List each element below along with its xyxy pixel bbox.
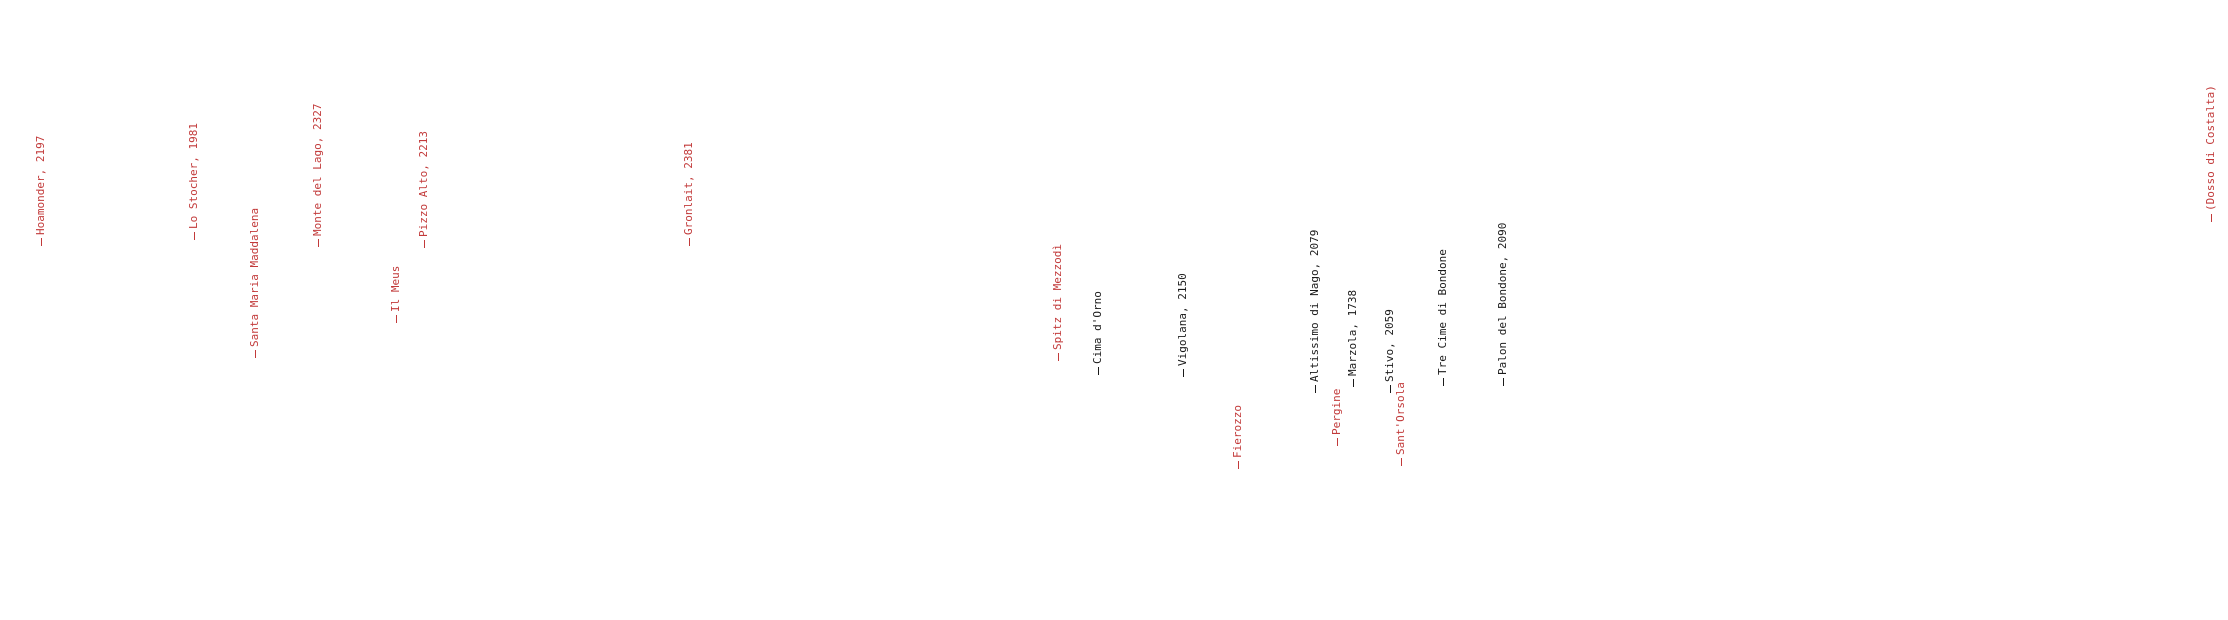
peak-label-gronlait: Gronlait, 2381 — [682, 142, 695, 246]
tick-mark — [1400, 458, 1402, 466]
peak-label-stivo: Stivo, 2059 — [1383, 309, 1396, 393]
peak-label-hoamonder: Hoamonder, 2197 — [34, 136, 47, 246]
peak-label-cima-d-orno: Cima d'Orno — [1091, 291, 1104, 375]
place-label-sant-orsola: Sant'Orsola — [1394, 382, 1407, 466]
peak-label-vigolana: Vigolana, 2150 — [1176, 273, 1189, 377]
tick-mark — [317, 239, 319, 247]
peak-label-spitz-di-mezzodi: Spitz di Mezzodì — [1051, 244, 1064, 361]
place-label-fierozzo: Fierozzo — [1231, 405, 1244, 469]
place-label-il-meus: Il Meus — [389, 266, 402, 323]
tick-mark — [423, 240, 425, 248]
tick-mark — [1502, 378, 1504, 386]
peak-label-palon-del-bondone: Palon del Bondone, 2090 — [1496, 223, 1509, 386]
tick-mark — [1097, 367, 1099, 375]
tick-mark — [2210, 214, 2212, 222]
tick-mark — [1352, 379, 1354, 387]
tick-mark — [395, 315, 397, 323]
peak-label-lo-stocher: Lo Stocher, 1981 — [187, 123, 200, 240]
tick-mark — [193, 232, 195, 240]
peak-label-altissimo-di-nago: Altissimo di Nago, 2079 — [1308, 230, 1321, 393]
tick-mark — [1336, 438, 1338, 446]
tick-mark — [1182, 369, 1184, 377]
tick-mark — [1237, 461, 1239, 469]
place-label-pergine: Pergine — [1330, 389, 1343, 446]
peak-label-marzola: Marzola, 1738 — [1346, 290, 1359, 387]
tick-mark — [1314, 385, 1316, 393]
tick-mark — [1389, 385, 1391, 393]
peak-label-tre-cime-di-bondone: Tre Cime di Bondone — [1436, 249, 1449, 386]
tick-mark — [1442, 378, 1444, 386]
peak-label-monte-del-lago: Monte del Lago, 2327 — [311, 104, 324, 247]
tick-mark — [254, 350, 256, 358]
tick-mark — [1057, 353, 1059, 361]
tick-mark — [688, 238, 690, 246]
peak-label-pizzo-alto: Pizzo Alto, 2213 — [417, 131, 430, 248]
tick-mark — [40, 238, 42, 246]
peak-label-dosso-di-costalta: (Dosso di Costalta) — [2204, 85, 2217, 222]
place-label-santa-maria-maddalena: Santa Maria Maddalena — [248, 208, 261, 358]
